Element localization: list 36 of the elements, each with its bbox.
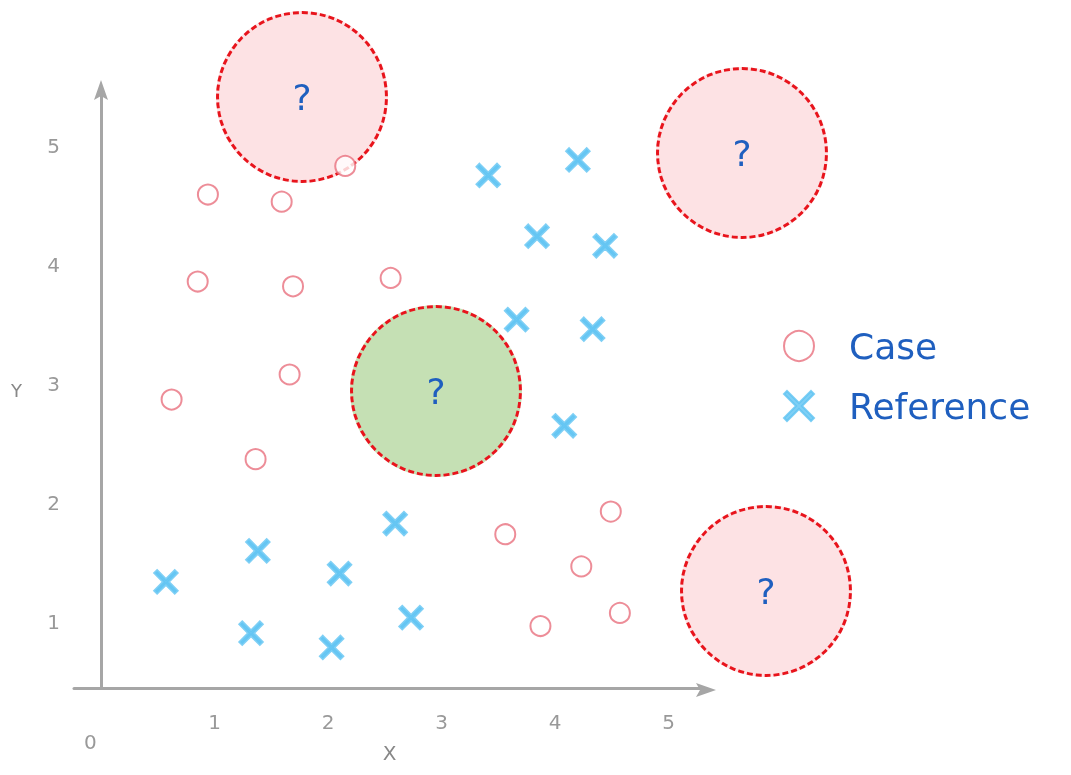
point	[245, 538, 271, 564]
x-tick-label: 5	[662, 710, 676, 734]
text: 0	[84, 730, 97, 754]
point	[565, 147, 591, 173]
point	[504, 307, 530, 333]
y-tick-label: 4	[47, 252, 60, 277]
x-axis-title: X	[382, 741, 397, 765]
point	[551, 413, 577, 439]
x-tick-label: 2	[321, 710, 335, 734]
dashed-circle: ?	[350, 305, 522, 477]
annotation: ?	[426, 370, 446, 412]
point	[592, 233, 618, 259]
y-tick-label: 1	[47, 610, 60, 635]
dashed-circle: ?	[216, 11, 388, 183]
x-tick-label: 4	[548, 710, 562, 734]
x-tick-label: 1	[208, 710, 222, 734]
y-tick-label: 3	[47, 372, 60, 397]
legend-label: Reference	[849, 385, 1031, 427]
y-tick-label: 5	[47, 133, 60, 158]
point	[382, 511, 408, 536]
y-axis-title: Y	[10, 379, 23, 401]
point	[475, 162, 501, 188]
point	[524, 223, 550, 249]
dashed-circle: ?	[680, 505, 852, 677]
point	[398, 605, 424, 631]
legend-label: Case	[849, 325, 938, 367]
point	[334, 154, 357, 177]
point	[238, 620, 264, 646]
point	[327, 561, 353, 587]
x-tick-label: 3	[435, 710, 449, 734]
point	[580, 316, 606, 342]
point	[319, 634, 345, 660]
y-tick-label: 2	[47, 491, 60, 516]
point	[153, 569, 179, 595]
annotation: ?	[292, 76, 312, 118]
dashed-circle: ?	[656, 67, 828, 239]
